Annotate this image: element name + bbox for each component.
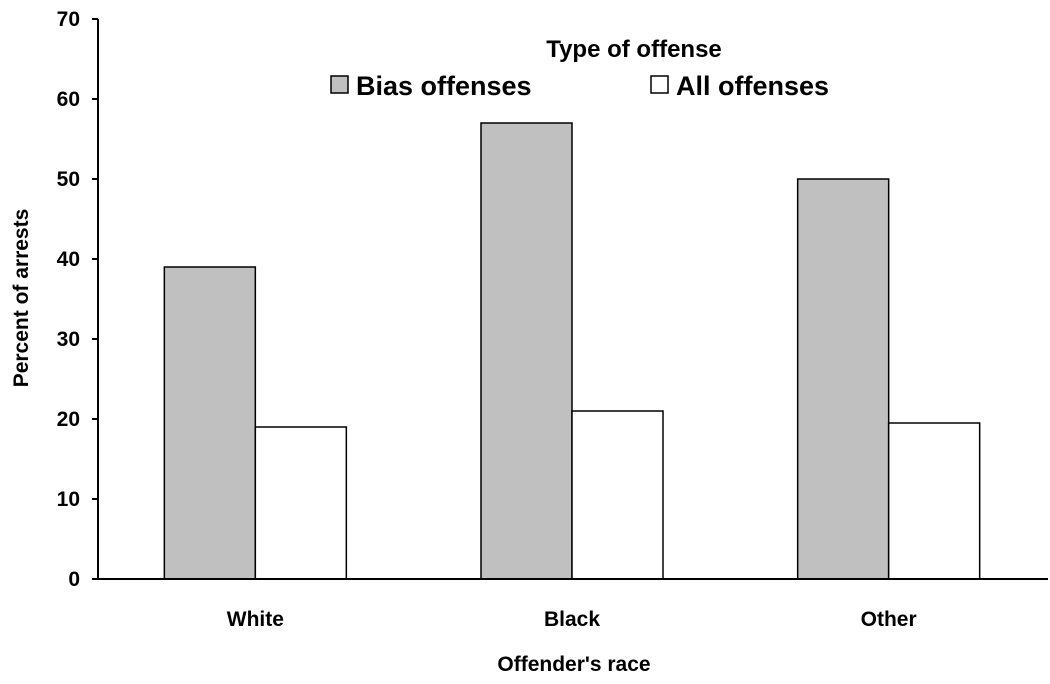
x-axis-title: Offender's race	[497, 653, 650, 676]
y-tick-label: 70	[57, 8, 80, 31]
y-tick-label: 60	[57, 88, 80, 111]
bars-group	[163, 122, 981, 580]
y-tick-label: 0	[68, 568, 80, 591]
x-tick-label: Other	[861, 608, 917, 631]
legend-swatch-all-offenses	[650, 75, 669, 94]
y-ticks-group: 0 10 20 30 40 50 60 70	[57, 8, 98, 591]
x-tick-label: White	[227, 608, 284, 631]
y-tick-label: 40	[57, 248, 80, 271]
bar-all-offenses-other	[887, 422, 981, 580]
bar-all-offenses-black	[571, 410, 664, 580]
bar-bias-offenses-black	[480, 122, 573, 580]
y-tick-label: 50	[57, 168, 80, 191]
legend-label-bias-offenses: Bias offenses	[356, 71, 532, 101]
legend-label-all-offenses: All offenses	[676, 71, 829, 101]
bar-bias-offenses-white	[163, 266, 257, 580]
legend-swatch-bias-offenses	[330, 75, 349, 94]
x-tick-label: Black	[544, 608, 600, 631]
legend-title: Type of offense	[546, 36, 722, 63]
y-axis-title: Percent of arrests	[10, 209, 33, 388]
legend: Type of offense Bias offenses All offens…	[330, 36, 829, 101]
bar-bias-offenses-other	[796, 178, 890, 580]
y-tick-label: 10	[57, 488, 80, 511]
x-ticks-group: White Black Other	[227, 608, 917, 631]
y-tick-label: 20	[57, 408, 80, 431]
y-tick-label: 30	[57, 328, 80, 351]
axes-group	[97, 19, 1048, 580]
bar-all-offenses-white	[254, 426, 348, 580]
